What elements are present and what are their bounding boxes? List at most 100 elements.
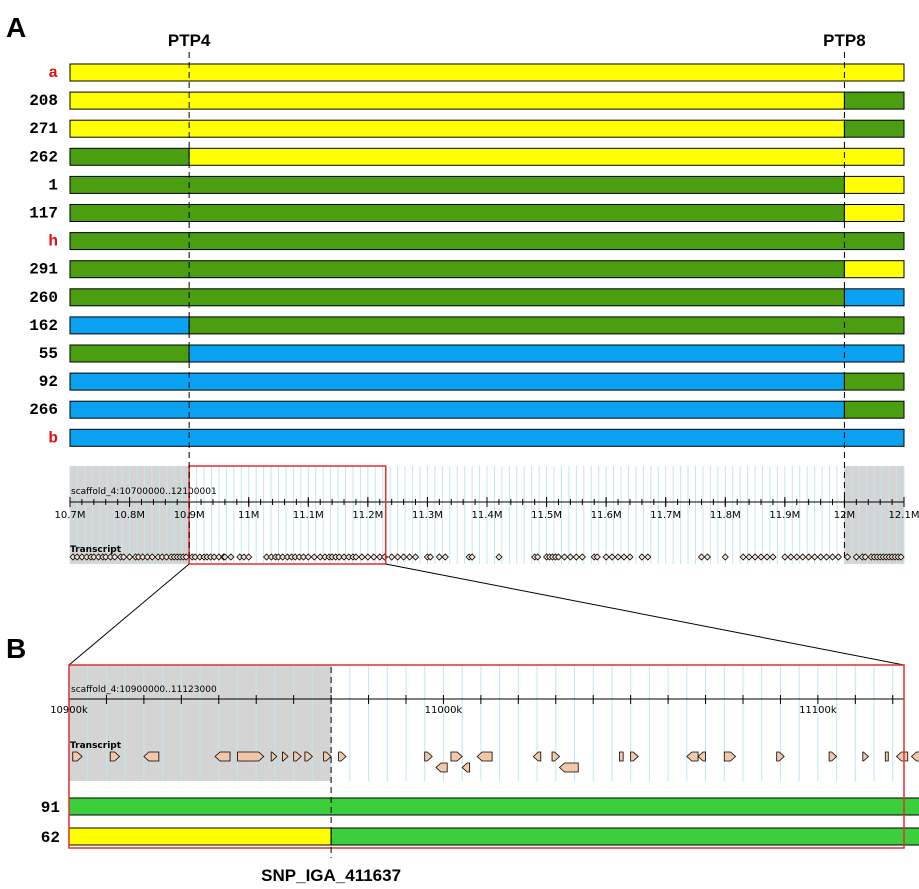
transcript-mark [811,553,819,561]
gene-model [686,751,699,762]
panel-a-marker-label: PTP4 [168,31,211,50]
genotype-row-label: 260 [29,289,58,307]
transcript-mark [572,553,580,561]
panel-a-genome-browser: scaffold_4:10700000..12100001 10.7M 10.8M 1… [55,465,919,565]
scaffold-label: scaffold_4:10700000..12100001 [71,487,217,497]
genotype-row-label: 262 [29,148,58,166]
axis-tick-label: 11000k [425,705,463,716]
transcript-mark [426,553,434,561]
panel-a-genotype-rows: a 208 271 262 1 117 h 291 260 162 55 92 266 b [29,63,905,447]
transcript-mark [897,553,905,561]
panel-b-marker-labels: SNP_IGA_411637SNP_IGA_412338 [261,866,401,885]
genotype-row-label: 266 [29,401,58,419]
transcript-mark [411,553,420,561]
axis-tick-label: 11100k [799,705,837,716]
transcript-track-label: Transcript [70,545,122,555]
transcript-mark [608,553,616,561]
axis-tick-label: 11.2M [352,510,383,521]
genotype-row-label: 1 [48,176,58,194]
gene-model [476,751,493,762]
panel-b-marker-label: SNP_IGA_411637 [261,866,401,885]
genotype-segment [69,400,845,419]
transcript-mark [828,553,837,561]
genotype-segment [188,344,905,363]
transcript-mark [721,553,729,561]
transcript-mark [364,553,372,561]
axis-tick-label: 11.9M [769,510,800,521]
transcript-mark [400,553,408,561]
genotype-segment [69,119,845,138]
gene-model [862,751,870,762]
gene-model [461,762,471,773]
gene-model [424,751,433,762]
genotype-row-label: 208 [29,92,58,110]
genotype-segment [68,797,919,816]
genotype-segment [843,372,905,391]
transcript-mark [560,553,569,561]
gene-model [282,751,289,762]
gene-model [630,751,639,762]
gene-model [723,751,737,762]
panel-a-marker-lines [188,52,845,560]
zoom-line-right [385,563,905,666]
transcript-mark [245,553,253,561]
gene-model [72,751,83,762]
genotype-segment [69,147,190,166]
axis-tick-label: 11.6M [591,510,622,521]
gene-model [214,751,231,762]
genotype-segment [69,344,190,363]
genotype-segment [69,288,845,307]
axis-tick-label: 11.5M [531,510,562,521]
genotype-segment [843,204,905,222]
transcript-mark [405,553,414,561]
genotype-row-label: 117 [29,205,58,223]
genotype-segment [69,260,845,279]
transcript-mark [394,553,402,561]
genotype-segment [69,428,905,447]
axis-tick-label: 11M [238,510,259,521]
transcript-mark [534,553,542,561]
transcript-track-label: Transcript [70,741,122,751]
genotype-segment [69,175,845,194]
transcript-mark [435,553,443,561]
gene-model [828,751,838,762]
gene-model [619,751,624,762]
gene-model [532,751,542,762]
axis-tick-label: 12.1M [889,510,919,521]
axis-tick-label: 11.7M [650,510,681,521]
panel-b-genotype-rows: 91 62 [41,664,919,849]
transcript-mark [781,553,789,561]
panel-b-marker-lines [330,667,332,858]
transcript-mark [644,553,652,561]
genotype-segment [69,91,845,110]
gene-model [697,751,706,762]
transcript-mark [441,553,449,561]
genotype-segment [68,827,332,846]
genotype-segment [843,260,905,279]
transcript-mark [769,553,777,561]
genotype-segment [69,372,845,391]
transcript-mark [495,553,503,561]
genotype-segment [843,288,905,307]
gene-model [435,762,448,773]
genotype-row-label: 55 [39,345,58,363]
transcript-mark [822,553,831,561]
axis-tick-label: 11.4M [472,510,503,521]
transcript-mark [227,553,235,561]
transcript-mark [304,553,312,561]
axis-tick-label: 11.8M [710,510,741,521]
transcript-mark [787,553,795,561]
gene-model [109,751,121,762]
transcript-mark [745,553,753,561]
genotype-row-label: b [48,429,58,447]
transcript-mark [793,553,801,561]
genotype-segment [188,147,905,166]
transcript-mark [370,553,378,561]
panel-b-letter: B [6,633,26,664]
transcript-mark [620,553,628,561]
transcript-mark [310,553,318,561]
transcript-mark [757,553,765,561]
gene-model [143,751,160,762]
